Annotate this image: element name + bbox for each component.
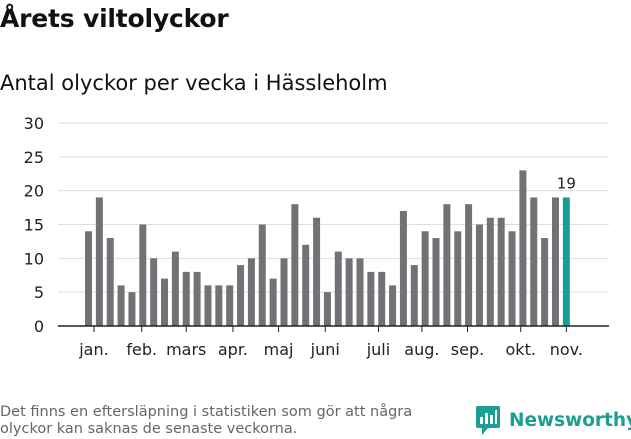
bar [541,238,549,326]
x-tick-label: nov. [550,340,583,359]
bar [475,224,483,326]
bar [345,258,353,326]
chart-title: Årets viltolyckor [0,4,229,33]
bar [486,217,494,326]
bar [323,292,331,326]
y-tick-label: 20 [24,182,44,201]
x-tick-label: apr. [218,340,248,359]
x-tick-label: juni [310,340,340,359]
bar [367,271,375,326]
bar [313,217,321,326]
x-tick-label: mars [166,340,206,359]
last-value-label: 19 [557,174,576,192]
bar-highlight [562,197,570,326]
y-tick-label: 30 [24,114,44,133]
newsworthy-logo: Newsworthy [475,405,631,436]
bar [356,258,364,326]
bar [247,258,255,326]
bar [139,224,147,326]
bar [551,197,559,326]
bars [85,170,570,326]
bar [410,265,418,326]
data-labels: 19 [557,174,576,192]
bar [454,231,462,326]
bar [530,197,538,326]
bar [443,204,451,326]
y-tick-label: 10 [24,249,44,268]
bar [161,278,169,326]
bar [465,204,473,326]
y-tick-label: 5 [34,283,44,302]
y-tick-label: 25 [24,148,44,167]
bar [378,271,386,326]
bar [519,170,527,326]
y-tick-label: 0 [34,317,44,336]
bar-chart: 0 5 10 15 20 25 30 jan. feb. mars apr. maj juni juli… [24,114,609,359]
x-tick-label: aug. [404,340,439,359]
y-axis-ticks: 0 5 10 15 20 25 30 [24,114,44,336]
bar [280,258,288,326]
bar [432,238,440,326]
bar [269,278,277,326]
bar [302,244,310,326]
bar [106,238,114,326]
chart-subtitle: Antal olyckor per vecka i Hässleholm [0,71,388,95]
bar [171,251,179,326]
bar [258,224,266,326]
bar [334,251,342,326]
bar [237,265,245,326]
brand-name: Newsworthy [509,410,631,431]
bar [389,285,397,326]
bar [182,271,190,326]
bar [128,292,136,326]
bar [193,271,201,326]
footnote: Det finns en eftersläpning i statistiken… [0,404,413,437]
x-tick-label: okt. [506,340,536,359]
bar [150,258,158,326]
y-tick-label: 15 [24,216,44,235]
x-tick-label: juli [366,340,390,359]
x-tick-label: jan. [78,340,108,359]
bar [508,231,516,326]
bar [291,204,299,326]
bar [85,231,92,326]
bar [399,210,407,326]
x-axis-ticks: jan. feb. mars apr. maj juni juli aug. sep. okt. n… [78,326,583,359]
bar [215,285,223,326]
x-tick-label: maj [264,340,294,359]
x-tick-label: feb. [126,340,157,359]
bar [226,285,234,326]
x-tick-label: sep. [451,340,484,359]
bar [117,285,125,326]
newsworthy-logo-icon [476,406,500,435]
bar [421,231,429,326]
bar [204,285,212,326]
gridlines [58,122,609,293]
bar [95,197,103,326]
bar [497,217,505,326]
